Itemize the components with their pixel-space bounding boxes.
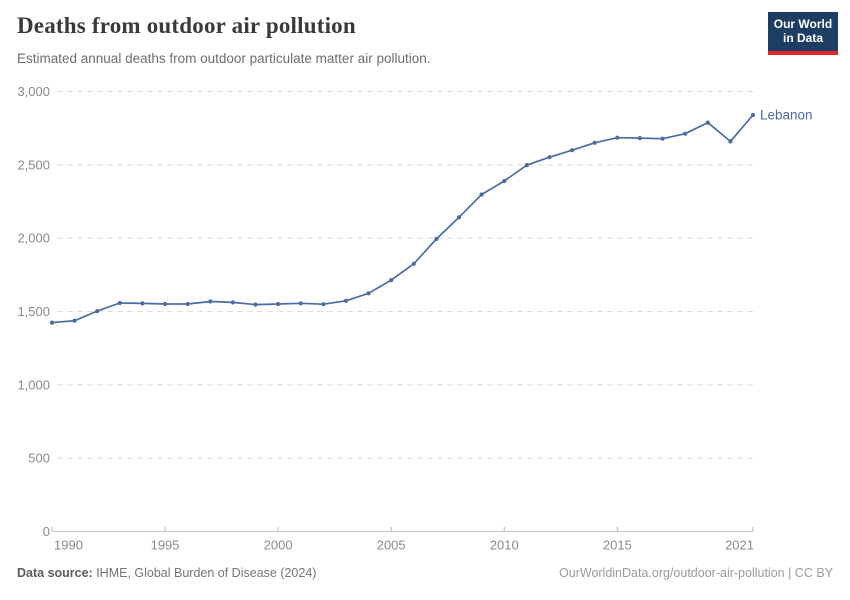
- data-point[interactable]: [615, 135, 620, 140]
- x-axis-label: 2010: [490, 538, 519, 553]
- data-source-note: Data source: IHME, Global Burden of Dise…: [17, 566, 316, 580]
- chart-subtitle: Estimated annual deaths from outdoor par…: [17, 51, 431, 66]
- data-point[interactable]: [570, 148, 575, 153]
- data-point[interactable]: [389, 278, 394, 283]
- data-point[interactable]: [637, 136, 643, 141]
- data-point[interactable]: [163, 301, 168, 307]
- x-axis-label: 2005: [377, 538, 406, 553]
- x-axis-label: 2021: [725, 538, 754, 553]
- data-point[interactable]: [434, 236, 439, 242]
- y-axis-label: 1,000: [17, 377, 50, 392]
- owid-logo[interactable]: Our World in Data: [768, 12, 838, 55]
- x-axis-label: 2015: [603, 538, 632, 553]
- data-point[interactable]: [683, 131, 688, 136]
- data-point[interactable]: [479, 192, 484, 197]
- y-axis-label: 2,500: [17, 157, 50, 172]
- owid-logo-line2: in Data: [782, 31, 823, 45]
- data-point[interactable]: [705, 120, 710, 125]
- y-axis-label: 1,500: [17, 304, 50, 319]
- credit-link[interactable]: OurWorldinData.org/outdoor-air-pollution…: [559, 566, 833, 580]
- data-source-label: Data source:: [17, 566, 93, 580]
- data-point[interactable]: [253, 302, 258, 307]
- owid-logo-line1: Our World: [773, 17, 833, 31]
- data-point[interactable]: [298, 301, 303, 306]
- data-point[interactable]: [502, 178, 507, 184]
- data-point[interactable]: [456, 215, 462, 220]
- data-point[interactable]: [95, 309, 100, 314]
- data-point[interactable]: [276, 301, 281, 307]
- x-axis-label: 1990: [54, 538, 83, 553]
- data-point[interactable]: [411, 261, 416, 266]
- y-axis-label: 2,000: [17, 231, 50, 246]
- data-source-text: IHME, Global Burden of Disease (2024): [92, 566, 317, 580]
- data-point[interactable]: [185, 301, 190, 307]
- page-title: Deaths from outdoor air pollution: [17, 13, 356, 38]
- y-axis-label: 500: [28, 451, 50, 466]
- data-point[interactable]: [140, 301, 145, 306]
- data-point[interactable]: [321, 302, 326, 307]
- data-point[interactable]: [660, 136, 665, 141]
- data-point[interactable]: [524, 163, 530, 168]
- data-point[interactable]: [750, 112, 756, 118]
- data-point[interactable]: [592, 140, 597, 145]
- entity-label[interactable]: Lebanon: [760, 107, 813, 122]
- x-axis-label: 2000: [264, 538, 293, 553]
- chart-footer: Data source: IHME, Global Burden of Dise…: [17, 566, 833, 580]
- y-axis-label: 0: [43, 524, 50, 539]
- data-point[interactable]: [49, 320, 55, 325]
- data-point[interactable]: [117, 300, 122, 306]
- data-point[interactable]: [728, 139, 733, 144]
- data-line[interactable]: [51, 114, 754, 324]
- data-point[interactable]: [72, 318, 77, 323]
- x-axis-label: 1995: [151, 538, 180, 553]
- data-point[interactable]: [547, 155, 552, 160]
- y-axis-label: 3,000: [17, 84, 50, 99]
- data-point[interactable]: [208, 299, 213, 304]
- data-point[interactable]: [343, 298, 349, 303]
- data-point[interactable]: [230, 300, 235, 305]
- data-point[interactable]: [366, 291, 371, 296]
